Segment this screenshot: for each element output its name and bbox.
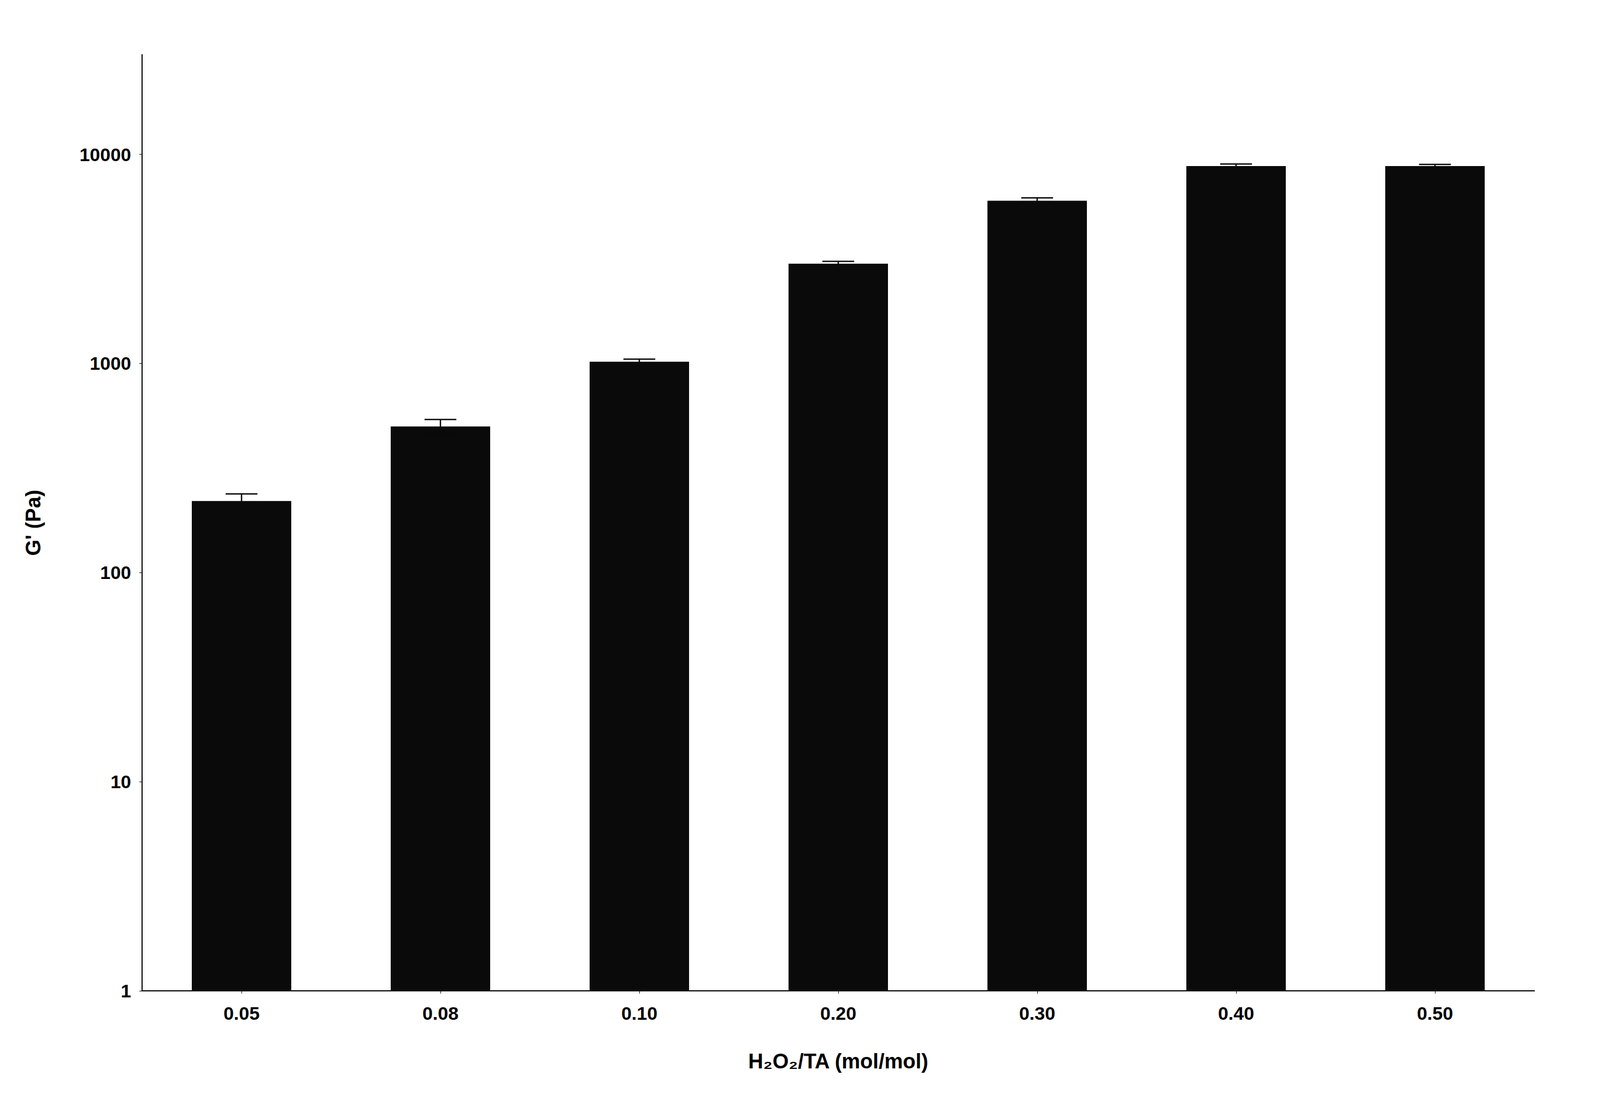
svg-text:0.10: 0.10 <box>621 1003 658 1025</box>
svg-text:0.20: 0.20 <box>820 1003 857 1025</box>
svg-text:0.30: 0.30 <box>1019 1003 1056 1025</box>
svg-text:10: 10 <box>110 771 132 793</box>
svg-text:0.05: 0.05 <box>223 1003 260 1025</box>
svg-text:100: 100 <box>100 562 132 584</box>
svg-text:G' (Pa): G' (Pa) <box>21 490 45 557</box>
svg-text:H₂O₂/TA (mol/mol): H₂O₂/TA (mol/mol) <box>748 1050 928 1074</box>
svg-text:0.40: 0.40 <box>1218 1003 1255 1025</box>
svg-text:0.50: 0.50 <box>1416 1003 1454 1025</box>
svg-text:10000: 10000 <box>79 144 132 166</box>
svg-text:1000: 1000 <box>89 353 132 374</box>
svg-text:1: 1 <box>120 980 132 1002</box>
svg-text:0.08: 0.08 <box>422 1003 459 1025</box>
